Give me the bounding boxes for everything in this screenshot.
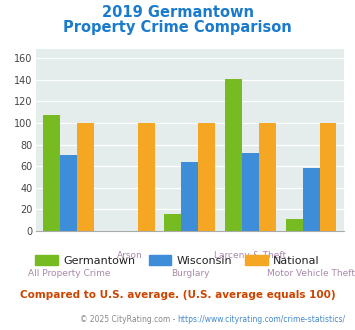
Bar	[320, 123, 337, 231]
Text: © 2025 CityRating.com -: © 2025 CityRating.com -	[80, 315, 178, 324]
Bar	[181, 162, 198, 231]
Bar	[43, 115, 60, 231]
Text: Compared to U.S. average. (U.S. average equals 100): Compared to U.S. average. (U.S. average …	[20, 290, 335, 300]
Bar	[138, 123, 155, 231]
Legend: Germantown, Wisconsin, National: Germantown, Wisconsin, National	[35, 255, 320, 266]
Text: 2019 Germantown: 2019 Germantown	[102, 5, 253, 20]
Bar	[225, 79, 242, 231]
Text: https://www.cityrating.com/crime-statistics/: https://www.cityrating.com/crime-statist…	[178, 315, 346, 324]
Text: Larceny & Theft: Larceny & Theft	[214, 251, 286, 260]
Bar	[286, 219, 302, 231]
Text: Property Crime Comparison: Property Crime Comparison	[63, 20, 292, 35]
Bar	[242, 153, 259, 231]
Text: Arson: Arson	[116, 251, 142, 260]
Text: Burglary: Burglary	[171, 269, 209, 278]
Text: All Property Crime: All Property Crime	[28, 269, 110, 278]
Bar	[302, 168, 320, 231]
Text: Motor Vehicle Theft: Motor Vehicle Theft	[267, 269, 355, 278]
Bar	[77, 123, 94, 231]
Bar	[259, 123, 276, 231]
Bar	[164, 214, 181, 231]
Bar	[198, 123, 215, 231]
Bar	[60, 155, 77, 231]
